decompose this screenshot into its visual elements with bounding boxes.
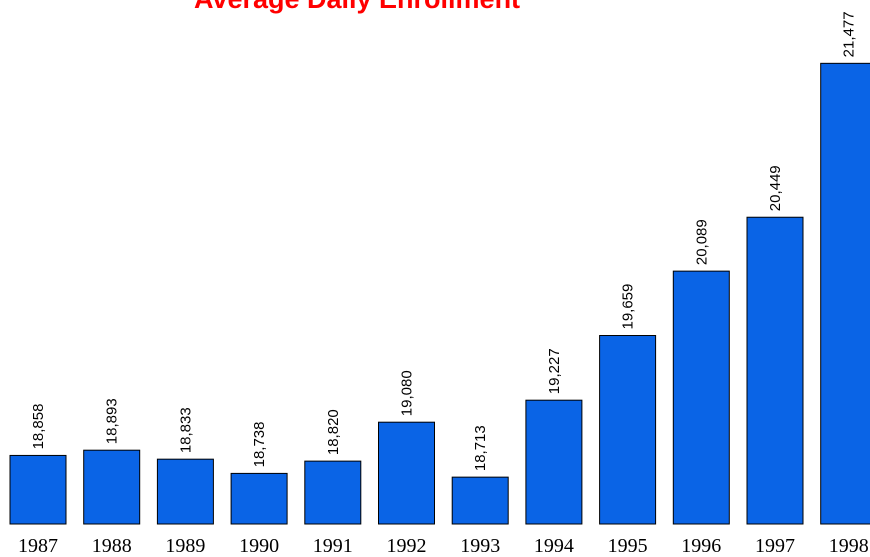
x-tick-label: 1990 bbox=[239, 535, 279, 557]
value-label: 18,713 bbox=[472, 425, 489, 471]
value-label: 19,227 bbox=[546, 348, 563, 394]
value-label: 20,089 bbox=[693, 219, 710, 265]
x-tick-label: 1992 bbox=[387, 535, 427, 557]
bar bbox=[451, 476, 509, 525]
x-tick-label: 1988 bbox=[92, 535, 132, 557]
value-label: 18,833 bbox=[177, 407, 194, 453]
bar bbox=[599, 335, 657, 525]
value-label: 18,738 bbox=[251, 422, 268, 468]
bar bbox=[9, 454, 67, 525]
bar bbox=[304, 460, 362, 525]
bar bbox=[156, 458, 214, 525]
bar bbox=[83, 449, 141, 525]
x-tick-label: 1993 bbox=[460, 535, 500, 557]
x-tick-label: 1998 bbox=[829, 535, 869, 557]
value-label: 19,080 bbox=[399, 370, 416, 416]
value-label: 18,858 bbox=[30, 404, 47, 450]
chart-title: Average Daily Enrollment bbox=[194, 0, 520, 14]
x-tick-label: 1995 bbox=[608, 535, 648, 557]
value-label: 18,893 bbox=[104, 398, 121, 444]
value-label: 19,659 bbox=[620, 284, 637, 330]
x-tick-label: 1996 bbox=[681, 535, 721, 557]
x-tick-label: 1987 bbox=[18, 535, 58, 557]
bar bbox=[230, 472, 288, 525]
x-tick-label: 1989 bbox=[165, 535, 205, 557]
bar bbox=[378, 421, 435, 525]
bar bbox=[746, 216, 804, 525]
bar bbox=[820, 62, 870, 525]
value-label: 20,449 bbox=[767, 165, 784, 211]
value-label: 18,820 bbox=[325, 409, 342, 455]
bar bbox=[525, 399, 583, 525]
x-tick-label: 1997 bbox=[755, 535, 795, 557]
x-tick-label: 1994 bbox=[534, 535, 574, 557]
bar bbox=[672, 270, 730, 525]
value-label: 21,477 bbox=[841, 11, 858, 57]
x-tick-label: 1991 bbox=[313, 535, 353, 557]
